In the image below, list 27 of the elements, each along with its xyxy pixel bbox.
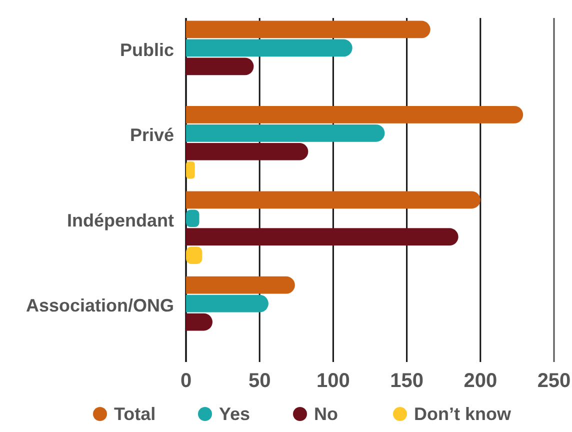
bar [186, 39, 352, 57]
legend-label: Yes [219, 404, 250, 424]
x-tick-label: 200 [464, 370, 498, 392]
x-tick-label: 50 [248, 370, 271, 392]
legend-label: Don’t know [414, 404, 512, 424]
bar [186, 142, 308, 160]
bar [186, 124, 385, 142]
bar [186, 210, 200, 228]
x-tick-label: 0 [180, 370, 192, 392]
y-tick-label: Association/ONG [26, 296, 174, 316]
bar [186, 276, 295, 294]
bar [186, 58, 254, 76]
legend-label: No [314, 404, 338, 424]
bar [186, 161, 195, 179]
bar [186, 294, 268, 312]
y-tick-label: Public [120, 40, 174, 60]
bar [186, 20, 430, 38]
bar [186, 106, 524, 124]
x-tick-label: 150 [390, 370, 424, 392]
x-tick-label: 250 [537, 370, 571, 392]
bar [186, 191, 480, 209]
y-tick-label: Indépendant [67, 210, 174, 230]
bar [186, 228, 458, 246]
bar [186, 246, 202, 264]
x-tick-label: 100 [316, 370, 350, 392]
y-tick-label: Privé [130, 125, 174, 146]
legend-label: Total [114, 404, 156, 424]
